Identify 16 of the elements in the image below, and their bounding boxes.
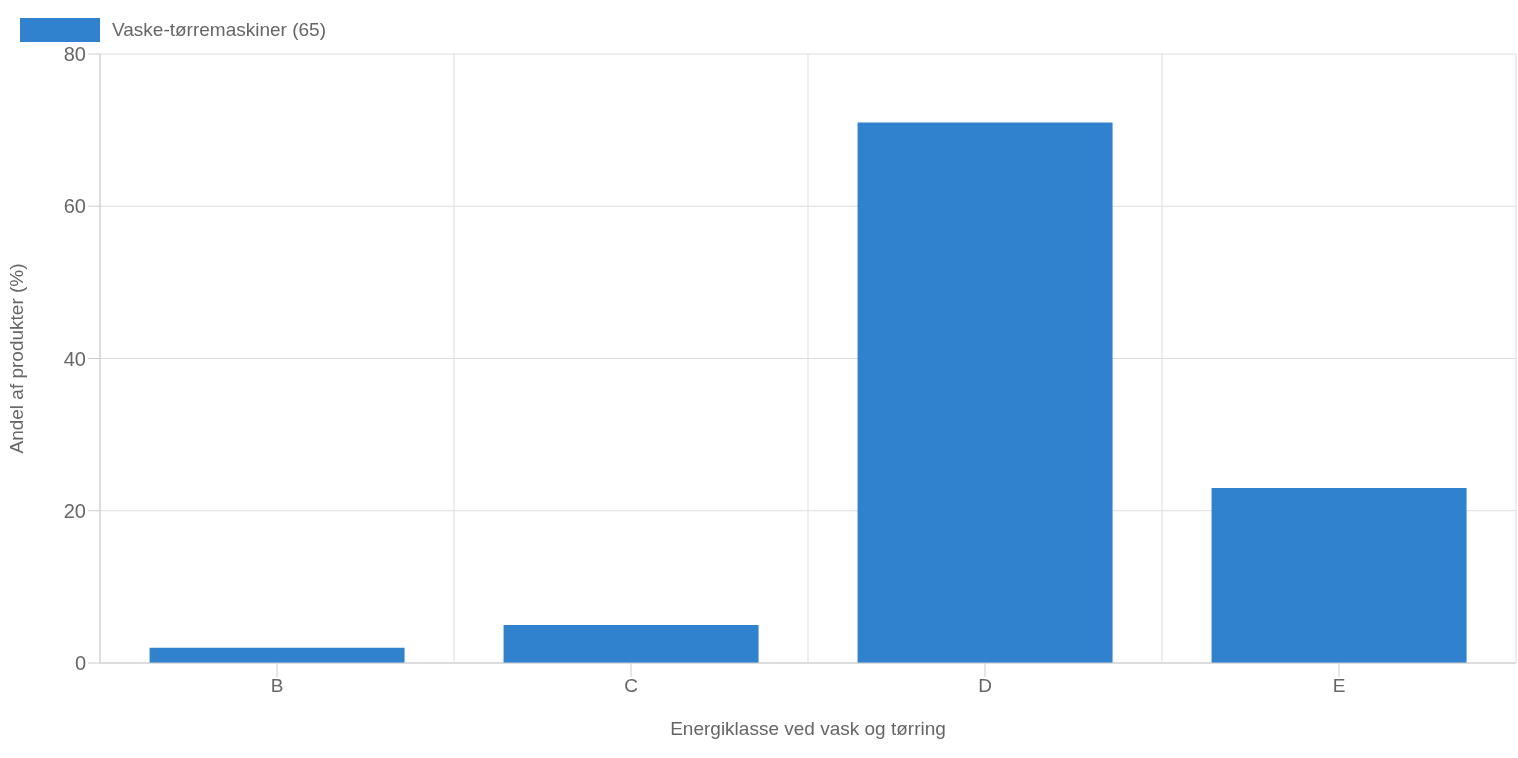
y-axis-title: Andel af produkter (%) (5, 263, 27, 454)
y-tick-label: 20 (63, 499, 86, 522)
x-tick-label: D (978, 675, 992, 697)
x-tick-label: B (270, 675, 284, 697)
bar (857, 122, 1113, 663)
legend-label: Vaske-tørremaskiner (65) (112, 19, 326, 41)
y-tick-label: 80 (63, 43, 86, 66)
bar (503, 624, 759, 663)
y-tick-label: 0 (74, 652, 86, 675)
bar (149, 647, 405, 663)
bar (1211, 487, 1467, 663)
y-tick-label: 40 (63, 347, 86, 370)
x-axis-title: Energiklasse ved vask og tørring (670, 718, 946, 739)
x-tick-label: E (1332, 675, 1346, 697)
y-tick-label: 60 (63, 195, 86, 218)
x-tick-label: C (624, 675, 638, 697)
